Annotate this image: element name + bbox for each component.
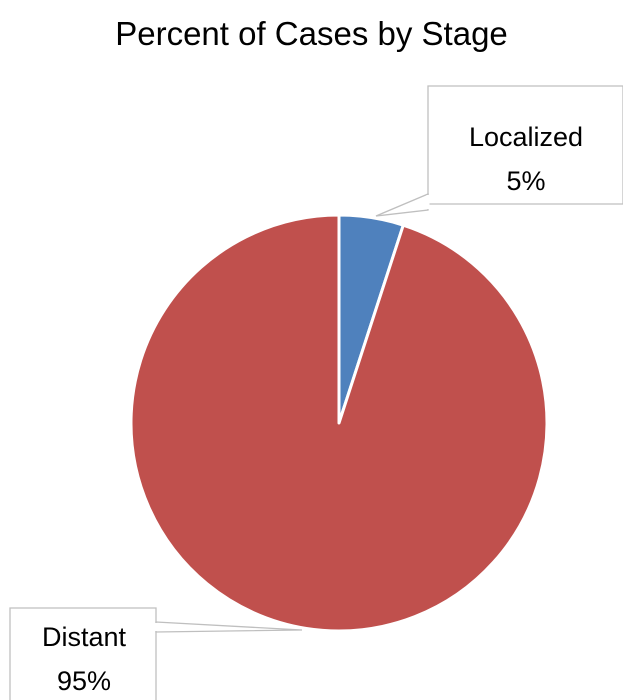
data-label-value-distant: 95% (57, 666, 111, 696)
callout-box-distant (9, 607, 157, 700)
data-label-localized: Localized 5% (375, 85, 623, 217)
chart-title: Percent of Cases by Stage (115, 15, 508, 52)
data-labels: Localized 5% Distant 95% (9, 85, 623, 700)
pie-slices (129, 213, 549, 633)
pie-slice-distant (129, 213, 549, 633)
data-label-distant: Distant 95% (9, 607, 303, 700)
data-label-category-distant: Distant (42, 622, 127, 652)
callout-box-localized (427, 85, 623, 205)
callout-pointer-localized (375, 193, 429, 217)
data-label-category-localized: Localized (469, 122, 583, 152)
data-label-value-localized: 5% (506, 166, 545, 196)
